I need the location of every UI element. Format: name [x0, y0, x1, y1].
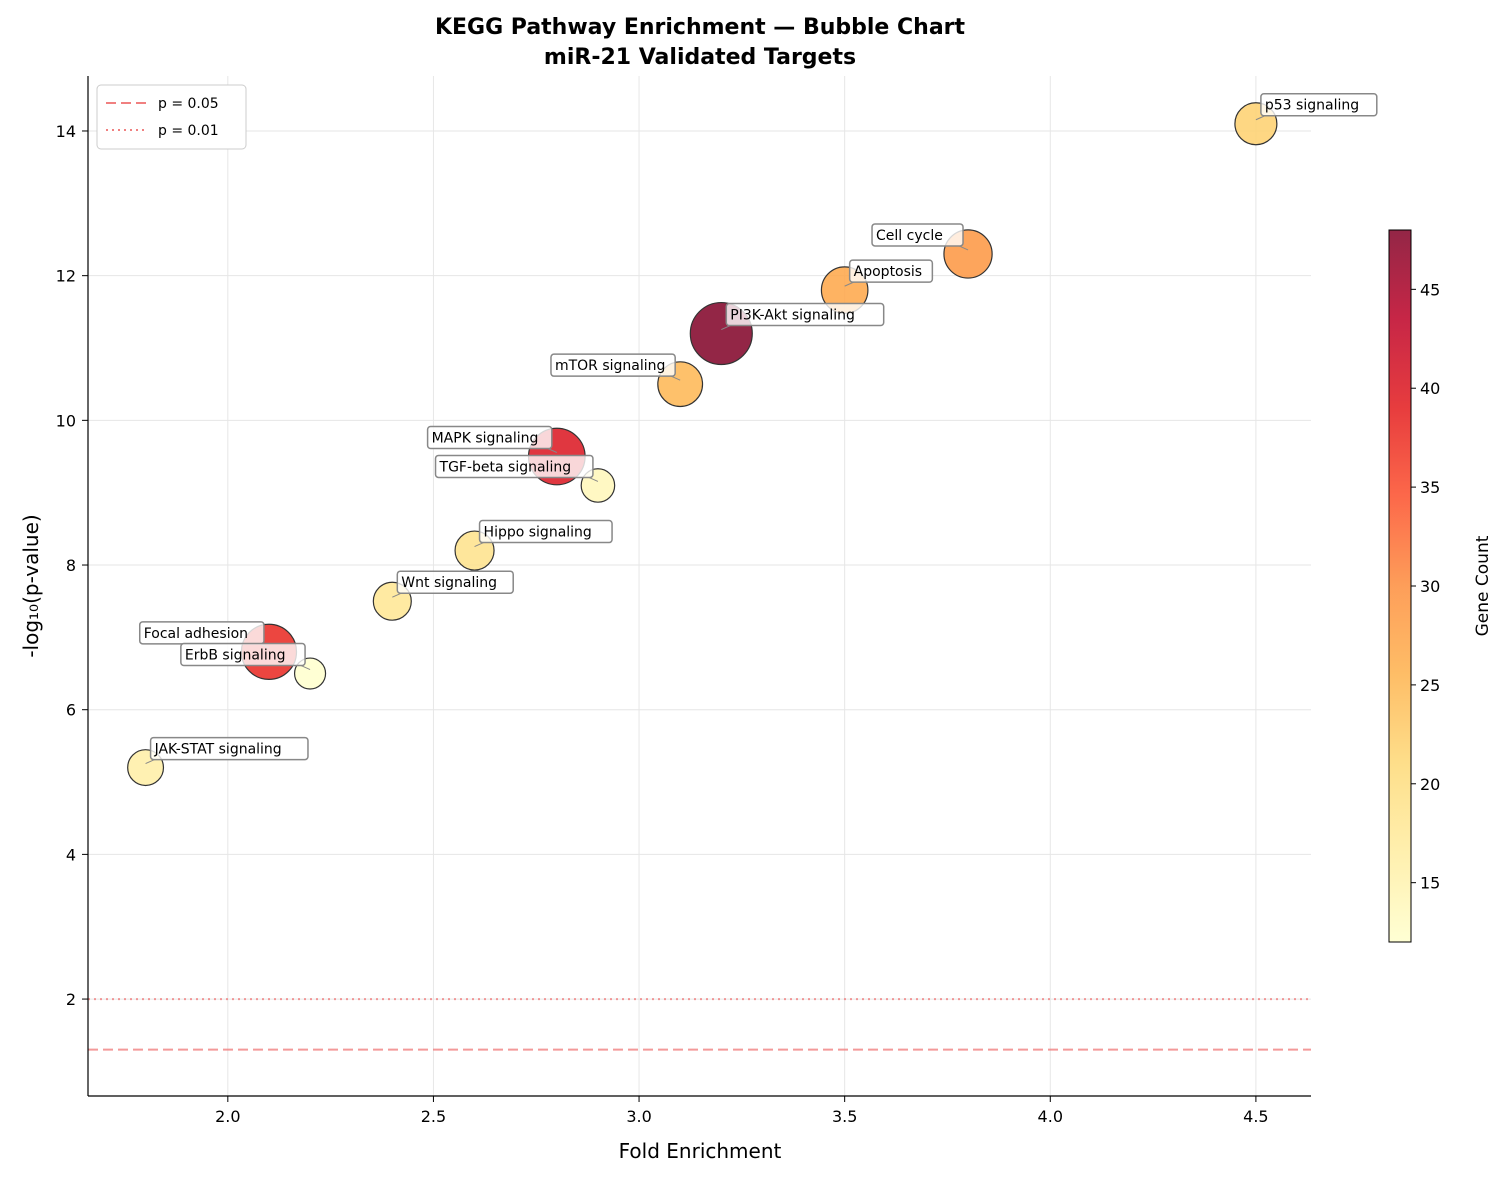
y-tick-label: 10: [56, 411, 76, 430]
point-label: ErbB signaling: [185, 648, 286, 664]
y-tick-label: 12: [56, 267, 76, 286]
x-tick-label: 3.0: [626, 1107, 651, 1126]
y-tick-label: 14: [56, 122, 76, 141]
point-label: MAPK signaling: [432, 431, 539, 447]
point-label: Focal adhesion: [144, 626, 248, 642]
annotation-box: [848, 259, 934, 283]
point-label: PI3K-Akt signaling: [730, 308, 855, 324]
point-label: Cell cycle: [876, 228, 943, 244]
legend-label: p = 0.01: [158, 123, 219, 139]
annotation-box: [871, 223, 964, 247]
colorbar-tick-label: 35: [1420, 478, 1440, 497]
annotation-box: [426, 425, 553, 450]
colorbar-label: Gene Count: [1473, 535, 1493, 636]
x-axis-label: Fold Enrichment: [619, 1139, 782, 1163]
x-tick-label: 2.0: [215, 1107, 240, 1126]
x-tick-label: 3.5: [832, 1107, 857, 1126]
legend-label: p = 0.05: [158, 96, 219, 112]
point-label: Hippo signaling: [484, 525, 592, 541]
x-tick-label: 4.0: [1038, 1107, 1063, 1126]
colorbar-tick-label: 45: [1420, 280, 1440, 299]
chart-title: KEGG Pathway Enrichment — Bubble Chart: [435, 15, 966, 40]
colorbar-tick-label: 40: [1420, 379, 1440, 398]
annotation-box: [149, 736, 309, 761]
x-tick-label: 2.5: [421, 1107, 446, 1126]
point-label: Apoptosis: [854, 264, 922, 280]
point-label: mTOR signaling: [555, 358, 665, 374]
annotation-box: [550, 353, 676, 377]
legend-box: [96, 84, 247, 150]
point-label: JAK-STAT signaling: [154, 742, 282, 758]
point-label: Wnt signaling: [401, 575, 497, 591]
point-label: p53 signaling: [1265, 98, 1359, 114]
colorbar: [1388, 229, 1412, 943]
annotation-box: [434, 454, 594, 479]
y-tick-label: 6: [66, 701, 76, 720]
annotation-box: [478, 519, 613, 544]
y-tick-label: 2: [66, 990, 76, 1009]
x-tick-label: 4.5: [1243, 1107, 1268, 1126]
annotation-box: [1260, 92, 1378, 117]
point-label: TGF-beta signaling: [439, 459, 572, 475]
colorbar-tick-label: 20: [1420, 775, 1440, 794]
annotation-box: [725, 302, 885, 327]
annotation-box: [180, 642, 306, 667]
colorbar-tick-label: 25: [1420, 676, 1440, 695]
colorbar-tick-label: 15: [1420, 874, 1440, 893]
y-tick-label: 8: [66, 556, 76, 575]
y-axis-label: -log₁₀(p-value): [19, 514, 43, 657]
colorbar-tick-label: 30: [1420, 577, 1440, 596]
y-tick-label: 4: [66, 845, 76, 864]
annotation-box: [396, 570, 514, 594]
chart-subtitle: miR-21 Validated Targets: [544, 45, 856, 70]
